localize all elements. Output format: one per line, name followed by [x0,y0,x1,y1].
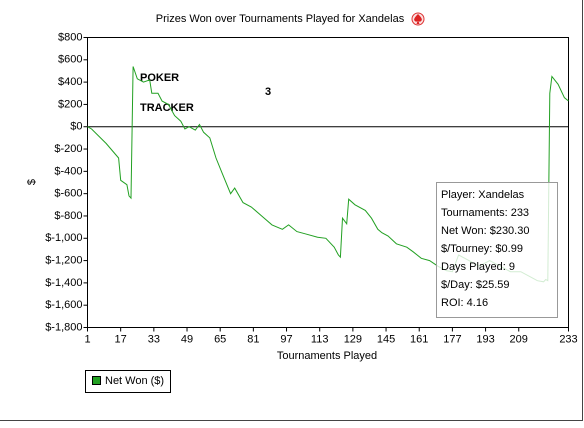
info-line: Net Won: $230.30 [441,225,529,237]
info-line: Tournaments: 233 [441,207,529,219]
x-tick-label: 113 [311,333,329,345]
x-tick-label: 1 [84,333,90,345]
info-line: ROI: 4.16 [441,297,488,309]
watermark-text: TRACKER [140,102,194,114]
x-tick-label: 65 [214,333,226,345]
x-tick-label: 129 [344,333,362,345]
chart-title: Prizes Won over Tournaments Played for X… [156,13,405,25]
info-line: $/Day: $25.59 [441,279,510,291]
y-tick-label: $200 [58,98,82,110]
watermark: POKER TRACKER 3 [140,72,271,114]
y-tick-label: $-1,600 [45,299,82,311]
y-tick-label: $400 [58,76,82,88]
legend-swatch [92,376,101,385]
x-tick-label: 17 [115,333,127,345]
info-line: $/Tourney: $0.99 [441,243,523,255]
x-tick-label: 209 [510,333,528,345]
y-axis-label: $ [26,179,38,185]
y-tick-label: $600 [58,54,82,66]
x-tick-label: 81 [247,333,259,345]
x-tick-label: 49 [181,333,193,345]
watermark-text: 3 [265,86,271,98]
y-tick-label: $-400 [54,165,82,177]
y-tick-label: $-1,200 [45,254,82,266]
plot-frame [87,37,569,328]
info-box-frame [436,182,558,318]
info-box: Player: Xandelas Tournaments: 233 Net Won:… [436,182,558,318]
y-tick-label: $-200 [54,143,82,155]
info-line: Days Played: 9 [441,261,515,273]
y-tick-label: $-1,000 [45,232,82,244]
x-tick-label: 193 [476,333,494,345]
info-line: Player: Xandelas [441,189,525,201]
y-tick-label: $-800 [54,210,82,222]
x-tick-label: 145 [377,333,395,345]
legend [85,370,171,393]
x-tick-label: 177 [443,333,461,345]
x-tick-label: 233 [559,333,577,345]
x-tick-label: 161 [410,333,428,345]
spade-icon [411,12,425,26]
y-tick-label: $800 [58,31,82,43]
y-tick-label: $0 [70,121,82,133]
y-tick-label: $-1,400 [45,277,82,289]
watermark-text: POKER [140,72,179,84]
legend-label: Net Won ($) [105,375,164,387]
x-tick-label: 33 [148,333,160,345]
x-tick-label: 97 [280,333,292,345]
y-tick-label: $-600 [54,188,82,200]
y-tick-label: $-1,800 [45,321,82,333]
x-axis-label: Tournaments Played [277,350,377,362]
